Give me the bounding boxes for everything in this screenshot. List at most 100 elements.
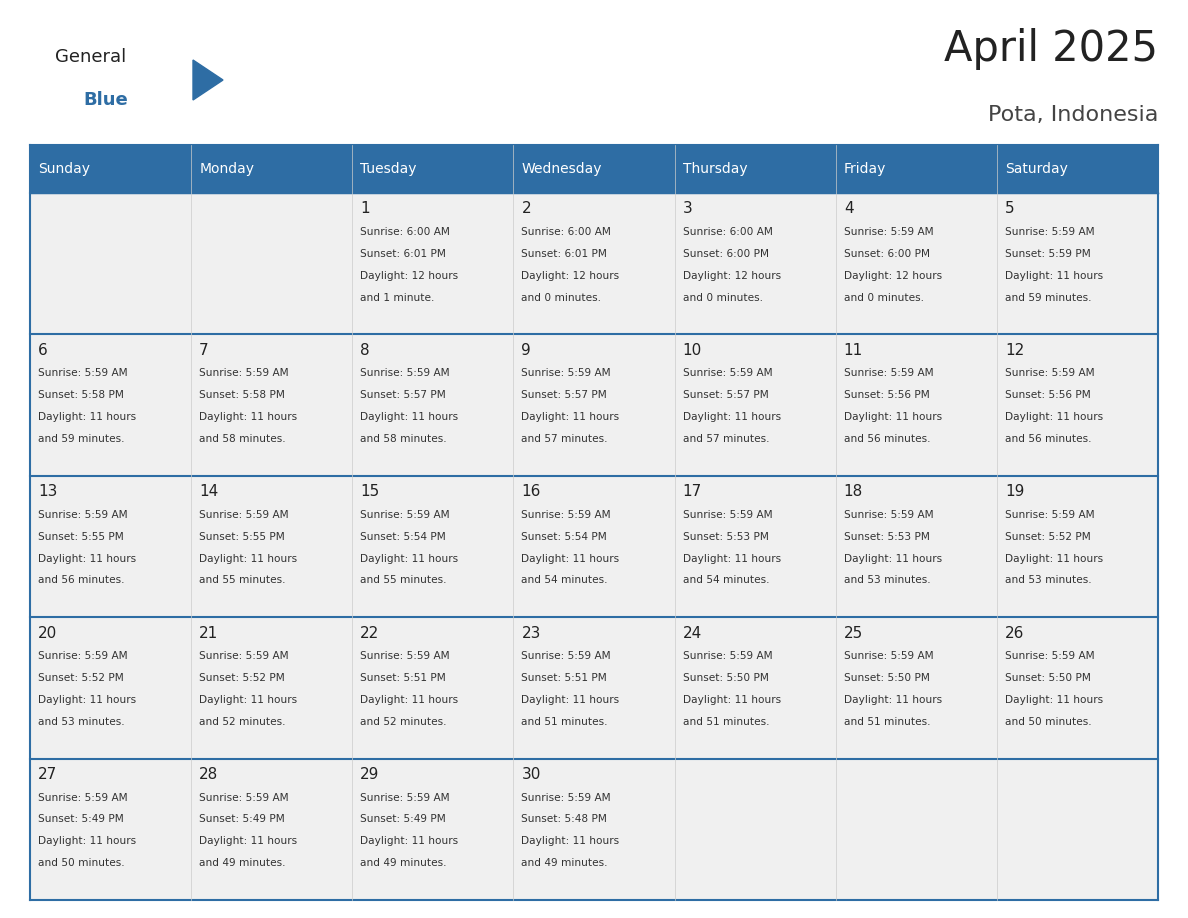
Text: 20: 20 (38, 626, 57, 641)
Text: Daylight: 12 hours: Daylight: 12 hours (522, 271, 620, 281)
Bar (835, 334, 997, 476)
Text: Daylight: 11 hours: Daylight: 11 hours (200, 554, 297, 564)
Text: Daylight: 11 hours: Daylight: 11 hours (38, 695, 137, 705)
Text: Sunrise: 5:59 AM: Sunrise: 5:59 AM (200, 509, 289, 520)
Text: Sunset: 5:48 PM: Sunset: 5:48 PM (522, 814, 607, 824)
Text: and 59 minutes.: and 59 minutes. (1005, 293, 1092, 303)
Text: and 0 minutes.: and 0 minutes. (843, 293, 924, 303)
Text: Daylight: 12 hours: Daylight: 12 hours (360, 271, 459, 281)
Text: Sunset: 5:52 PM: Sunset: 5:52 PM (38, 673, 124, 683)
Text: Sunrise: 5:59 AM: Sunrise: 5:59 AM (360, 509, 450, 520)
Text: and 51 minutes.: and 51 minutes. (522, 717, 608, 727)
Bar (675, 476, 835, 617)
Text: Sunset: 5:49 PM: Sunset: 5:49 PM (360, 814, 446, 824)
Text: Sunset: 5:52 PM: Sunset: 5:52 PM (200, 673, 285, 683)
Text: Sunrise: 5:59 AM: Sunrise: 5:59 AM (38, 651, 127, 661)
Text: Sunset: 5:54 PM: Sunset: 5:54 PM (522, 532, 607, 542)
Text: General: General (55, 48, 126, 66)
Text: Sunset: 5:59 PM: Sunset: 5:59 PM (1005, 249, 1091, 259)
Bar (997, 193, 1158, 334)
Bar (30, 193, 191, 334)
Text: Sunrise: 5:59 AM: Sunrise: 5:59 AM (522, 792, 611, 802)
Text: Sunset: 5:51 PM: Sunset: 5:51 PM (522, 673, 607, 683)
Bar (835, 193, 997, 334)
Text: Daylight: 11 hours: Daylight: 11 hours (360, 554, 459, 564)
Text: Sunset: 5:56 PM: Sunset: 5:56 PM (843, 390, 929, 400)
Bar (353, 617, 513, 758)
Text: Sunrise: 5:59 AM: Sunrise: 5:59 AM (522, 509, 611, 520)
Text: 23: 23 (522, 626, 541, 641)
Text: 12: 12 (1005, 343, 1024, 358)
Text: and 55 minutes.: and 55 minutes. (200, 576, 285, 586)
Text: 4: 4 (843, 201, 853, 217)
Text: Sunrise: 5:59 AM: Sunrise: 5:59 AM (683, 509, 772, 520)
Text: Sunrise: 5:59 AM: Sunrise: 5:59 AM (843, 227, 934, 237)
Text: Sunrise: 5:59 AM: Sunrise: 5:59 AM (360, 792, 450, 802)
Text: 8: 8 (360, 343, 369, 358)
Text: Friday: Friday (843, 162, 886, 176)
Text: 10: 10 (683, 343, 702, 358)
Text: Sunrise: 5:59 AM: Sunrise: 5:59 AM (1005, 651, 1094, 661)
Text: Sunset: 5:53 PM: Sunset: 5:53 PM (843, 532, 930, 542)
Bar (513, 617, 675, 758)
Text: Sunrise: 5:59 AM: Sunrise: 5:59 AM (522, 368, 611, 378)
Text: 30: 30 (522, 767, 541, 782)
Text: Daylight: 11 hours: Daylight: 11 hours (1005, 554, 1102, 564)
Text: Sunset: 5:49 PM: Sunset: 5:49 PM (38, 814, 124, 824)
Text: Sunset: 5:57 PM: Sunset: 5:57 PM (522, 390, 607, 400)
Bar (513, 193, 675, 334)
Text: Daylight: 11 hours: Daylight: 11 hours (683, 412, 781, 422)
Text: Sunset: 5:54 PM: Sunset: 5:54 PM (360, 532, 446, 542)
Text: 3: 3 (683, 201, 693, 217)
Text: 26: 26 (1005, 626, 1024, 641)
Text: Sunrise: 5:59 AM: Sunrise: 5:59 AM (843, 509, 934, 520)
Text: Daylight: 11 hours: Daylight: 11 hours (38, 554, 137, 564)
Text: 19: 19 (1005, 485, 1024, 499)
Bar (353, 334, 513, 476)
Text: and 56 minutes.: and 56 minutes. (1005, 434, 1092, 444)
Bar (30, 617, 191, 758)
Bar (835, 476, 997, 617)
Text: Sunrise: 6:00 AM: Sunrise: 6:00 AM (360, 227, 450, 237)
Text: Sunrise: 5:59 AM: Sunrise: 5:59 AM (1005, 227, 1094, 237)
Text: Sunset: 5:58 PM: Sunset: 5:58 PM (200, 390, 285, 400)
Bar (191, 617, 353, 758)
Bar (675, 758, 835, 900)
Text: and 49 minutes.: and 49 minutes. (360, 858, 447, 868)
Bar (675, 617, 835, 758)
Bar (30, 334, 191, 476)
Text: 11: 11 (843, 343, 862, 358)
Text: Daylight: 11 hours: Daylight: 11 hours (522, 836, 620, 846)
Text: Daylight: 11 hours: Daylight: 11 hours (522, 412, 620, 422)
Text: 22: 22 (360, 626, 380, 641)
Text: and 54 minutes.: and 54 minutes. (522, 576, 608, 586)
Text: Daylight: 11 hours: Daylight: 11 hours (360, 695, 459, 705)
Text: Daylight: 12 hours: Daylight: 12 hours (843, 271, 942, 281)
Text: Sunrise: 5:59 AM: Sunrise: 5:59 AM (1005, 368, 1094, 378)
Text: 27: 27 (38, 767, 57, 782)
Bar (835, 617, 997, 758)
Text: and 49 minutes.: and 49 minutes. (200, 858, 285, 868)
Text: Sunrise: 6:00 AM: Sunrise: 6:00 AM (683, 227, 772, 237)
Text: and 55 minutes.: and 55 minutes. (360, 576, 447, 586)
Text: Sunset: 5:51 PM: Sunset: 5:51 PM (360, 673, 446, 683)
Text: Sunrise: 5:59 AM: Sunrise: 5:59 AM (38, 792, 127, 802)
Text: 2: 2 (522, 201, 531, 217)
Text: Daylight: 11 hours: Daylight: 11 hours (522, 554, 620, 564)
Text: and 54 minutes.: and 54 minutes. (683, 576, 769, 586)
Text: Sunrise: 5:59 AM: Sunrise: 5:59 AM (38, 509, 127, 520)
Text: 28: 28 (200, 767, 219, 782)
Bar (997, 334, 1158, 476)
Text: Sunrise: 5:59 AM: Sunrise: 5:59 AM (360, 651, 450, 661)
Text: Sunrise: 6:00 AM: Sunrise: 6:00 AM (522, 227, 612, 237)
Bar (675, 193, 835, 334)
Text: Sunrise: 5:59 AM: Sunrise: 5:59 AM (683, 651, 772, 661)
Text: Sunrise: 5:59 AM: Sunrise: 5:59 AM (683, 368, 772, 378)
Bar (997, 758, 1158, 900)
Text: and 0 minutes.: and 0 minutes. (683, 293, 763, 303)
Text: Daylight: 11 hours: Daylight: 11 hours (200, 412, 297, 422)
Text: Daylight: 11 hours: Daylight: 11 hours (683, 695, 781, 705)
Text: Saturday: Saturday (1005, 162, 1068, 176)
Bar (30, 476, 191, 617)
Text: Sunrise: 5:59 AM: Sunrise: 5:59 AM (843, 651, 934, 661)
